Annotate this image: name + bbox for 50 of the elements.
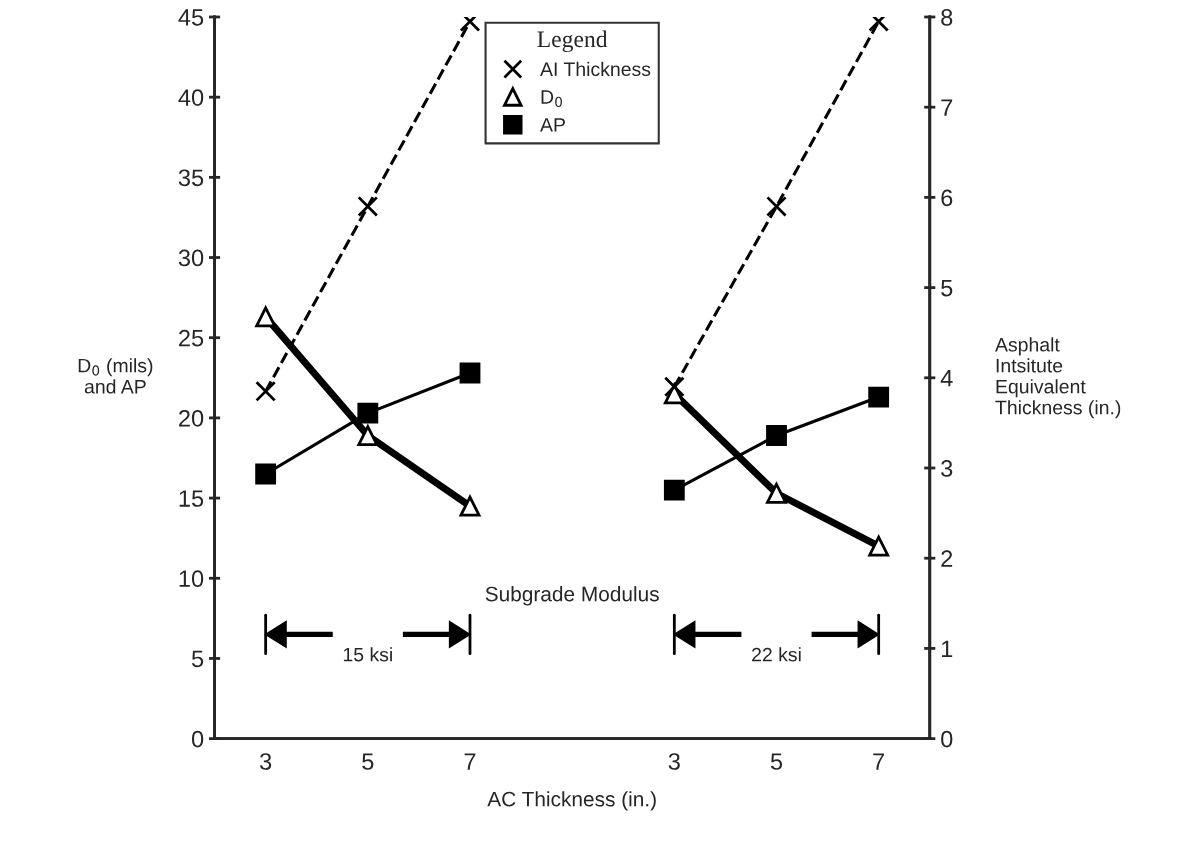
point — [357, 195, 379, 217]
y2-tick-label: 3 — [941, 460, 953, 477]
x-tick-label: 7 — [464, 753, 476, 770]
point — [868, 535, 890, 557]
x-tick-label: 5 — [770, 753, 783, 770]
y2-tick-label: 2 — [941, 550, 953, 567]
y-tick-label: 5 — [191, 650, 204, 668]
x-tick-label: 5 — [362, 753, 374, 770]
point — [766, 195, 787, 217]
y-tick-label: 25 — [179, 329, 204, 347]
point — [663, 376, 685, 398]
y-tick-label: 30 — [178, 249, 204, 267]
point — [459, 495, 481, 517]
legend-title: Legend — [537, 30, 608, 53]
x-tick-label: 3 — [668, 753, 680, 770]
annotation: 15 ksi — [343, 647, 392, 662]
point — [766, 425, 787, 446]
point — [357, 402, 379, 424]
y-tick-label: 10 — [179, 570, 204, 588]
y2-tick-label: 1 — [941, 640, 953, 657]
point — [255, 463, 277, 485]
y-tick-label: 15 — [179, 490, 204, 507]
point — [663, 479, 685, 501]
y2-tick-label: 4 — [940, 370, 953, 387]
legend-label: D$_{0}$ — [541, 90, 562, 108]
y2-tick-label: 8 — [941, 9, 953, 26]
y-tick-label: 45 — [178, 9, 204, 26]
y2-tick-label: 0 — [941, 730, 953, 748]
y2-axis-title: Asphalt Intsitute Equivalent Thickness (in.) — [995, 337, 1121, 419]
y-tick-label: 35 — [178, 169, 204, 187]
point — [357, 425, 379, 446]
x-axis-title: AC Thickness (in.) — [487, 791, 656, 811]
point — [766, 482, 787, 504]
y-tick-label: 40 — [178, 89, 204, 106]
point — [255, 380, 277, 402]
y-tick-label: 20 — [179, 409, 204, 427]
y-axis-title: D$_{0}$ (mils) and AP — [78, 358, 153, 394]
annotation: 22 ksi — [752, 647, 801, 662]
y2-tick-label: 7 — [941, 99, 953, 116]
y2-tick-label: 6 — [941, 189, 953, 207]
x-tick-label: 3 — [259, 753, 272, 770]
point — [255, 306, 277, 328]
legend-label: AI Thickness — [540, 61, 651, 77]
point — [868, 386, 890, 408]
legend-label: AP — [540, 118, 565, 132]
x-tick-label: 7 — [873, 753, 885, 770]
point — [459, 362, 481, 384]
annotation: Subgrade Modulus — [485, 586, 659, 606]
y2-tick-label: 5 — [941, 279, 953, 297]
y-tick-label: 0 — [191, 730, 204, 748]
